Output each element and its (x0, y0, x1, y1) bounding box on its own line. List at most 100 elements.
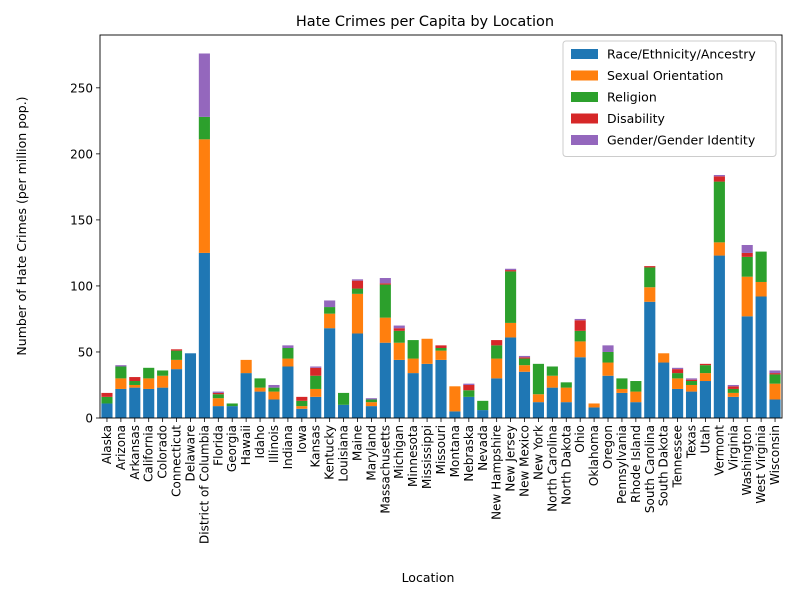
x-tick-label: Montana (448, 425, 462, 477)
x-axis-label: Location (402, 570, 455, 585)
bar-segment (351, 293, 364, 334)
legend-swatch (571, 113, 598, 124)
bar-segment (463, 390, 475, 397)
bar-segment (296, 396, 308, 401)
y-tick-label: 0 (85, 412, 93, 426)
x-tick-label: North Dakota (559, 425, 573, 505)
legend-label: Gender/Gender Identity (607, 133, 756, 148)
bar-segment (713, 255, 725, 418)
bar-segment (393, 359, 405, 418)
bar-segment (769, 374, 781, 384)
bar-segment (296, 400, 308, 407)
bar-segment (574, 330, 586, 342)
bar-segment (421, 363, 433, 418)
x-tick-label: New Mexico (518, 425, 532, 497)
bar-segment (115, 378, 127, 389)
bar-segment (170, 359, 183, 370)
x-tick-label: Wisconsin (768, 425, 782, 485)
bar-segment (532, 402, 544, 418)
bar-segment (769, 370, 781, 374)
bar-segment (365, 398, 377, 400)
x-tick-label: Texas (685, 425, 699, 459)
bar-segment (198, 116, 210, 140)
bar-segment (602, 375, 614, 418)
bar-segment (518, 358, 531, 366)
y-tick-label: 150 (70, 213, 93, 227)
x-tick-label: Louisiana (337, 425, 351, 482)
x-tick-label: North Carolina (545, 425, 559, 512)
bar-segment (351, 280, 364, 289)
bar-segment (296, 406, 308, 409)
y-axis: 0 50 100 150 200 250 (70, 81, 100, 426)
bar-segment (588, 403, 600, 408)
x-tick-label: Minnesota (406, 425, 420, 487)
x-tick-label: Pennsylvania (615, 425, 629, 504)
bar-segment (310, 388, 322, 397)
bar-segment (198, 252, 210, 418)
legend-swatch (571, 92, 598, 102)
bar-segment (379, 284, 391, 318)
bar-segment (393, 330, 405, 343)
bar-segment (421, 338, 433, 364)
bar-segment (727, 386, 739, 389)
bar-segment (254, 378, 266, 388)
bar-segment (435, 348, 447, 351)
bar-segment (505, 270, 517, 272)
bar-segment (727, 392, 739, 397)
bar-segment (129, 381, 141, 385)
bar-segment (560, 382, 572, 388)
bar-segment (240, 359, 252, 374)
bar-segment (560, 387, 572, 403)
x-tick-label: Arkansas (128, 425, 142, 480)
bar-segment (268, 399, 280, 418)
bar-segment (310, 396, 322, 418)
bar-segment (212, 391, 224, 393)
x-tick-label: Idaho (253, 425, 267, 458)
bar-segment (143, 367, 155, 379)
bar-segment (491, 378, 503, 418)
bar-segment (212, 406, 224, 418)
bar-segment (101, 392, 113, 397)
x-tick-label: California (142, 425, 156, 482)
y-tick-label: 200 (70, 147, 93, 161)
bar-segment (101, 396, 113, 404)
bar-segment (532, 363, 544, 395)
bars-layer (101, 53, 781, 418)
bar-segment (351, 333, 364, 418)
x-tick-label: Nevada (476, 425, 490, 471)
bar-segment (644, 267, 656, 288)
x-tick-label: Maine (350, 425, 364, 461)
bar-segment (505, 271, 517, 323)
bar-segment (365, 402, 377, 407)
bar-segment (310, 366, 322, 368)
bar-segment (741, 316, 753, 418)
bar-segment (518, 355, 531, 358)
bar-segment (435, 350, 447, 360)
x-tick-label: Indiana (281, 425, 295, 469)
x-tick-label: Oregon (601, 425, 615, 469)
bar-segment (713, 174, 725, 177)
x-tick-label: Colorado (156, 425, 170, 479)
bar-segment (184, 353, 197, 418)
bar-segment (282, 358, 294, 367)
bar-segment (365, 406, 377, 418)
x-tick-label: Georgia (225, 425, 239, 472)
bar-segment (379, 278, 391, 284)
x-tick-label: New York (531, 425, 545, 480)
x-tick-label: Iowa (295, 425, 309, 453)
x-axis: Alaska Arizona Arkansas California Colorado C… (100, 418, 782, 544)
x-tick-label: Connecticut (170, 425, 184, 497)
bar-segment (435, 345, 447, 348)
y-tick-label: 50 (78, 345, 93, 359)
x-tick-label: Kansas (309, 425, 323, 467)
bar-segment (324, 300, 336, 308)
bar-segment (435, 359, 447, 418)
bar-segment (324, 313, 336, 329)
legend-box (562, 40, 777, 157)
bar-segment (143, 388, 155, 418)
bar-segment (769, 383, 781, 400)
bar-segment (685, 379, 698, 382)
bar-segment (296, 408, 308, 418)
bar-segment (129, 377, 141, 382)
bar-segment (170, 350, 183, 360)
